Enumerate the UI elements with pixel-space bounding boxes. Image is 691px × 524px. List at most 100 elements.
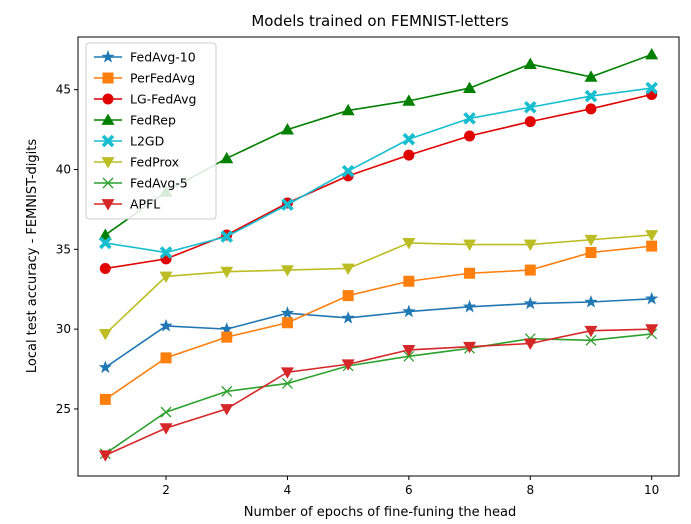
legend-label: LG-FedAvg — [130, 92, 196, 107]
data-point — [220, 404, 234, 416]
x-tick-label: 8 — [526, 483, 534, 497]
data-point — [402, 132, 416, 146]
legend-label: FedProx — [130, 155, 179, 170]
data-point — [280, 265, 294, 277]
data-point — [645, 230, 659, 242]
data-point — [98, 360, 112, 374]
data-point — [584, 70, 598, 82]
series-l2gd — [99, 81, 658, 259]
data-point — [159, 246, 173, 259]
data-point — [160, 352, 172, 364]
series-line — [104, 245, 652, 401]
data-point — [98, 228, 112, 240]
data-point — [524, 116, 536, 128]
data-point — [280, 306, 295, 319]
legend-swatch-marker — [101, 157, 115, 169]
data-point — [159, 318, 173, 332]
data-point — [220, 322, 234, 335]
series-line — [104, 328, 652, 456]
data-point — [646, 240, 658, 252]
data-point — [523, 100, 537, 114]
data-point — [341, 310, 355, 324]
data-point — [99, 262, 111, 274]
legend-label: APFL — [130, 197, 160, 212]
data-point — [99, 236, 112, 250]
data-point — [402, 238, 416, 250]
data-point — [585, 334, 597, 346]
series-fedavg-10 — [98, 291, 659, 374]
data-point — [159, 271, 173, 283]
data-point — [220, 230, 234, 243]
data-point — [524, 264, 536, 276]
data-point — [585, 247, 597, 259]
data-point — [463, 341, 477, 354]
data-point — [584, 295, 598, 308]
y-axis-label: Local test accuracy - FEMNIST-digits — [25, 139, 40, 374]
data-point — [98, 329, 112, 341]
data-point — [463, 112, 476, 125]
data-point — [220, 266, 234, 279]
x-axis: 2 4 6 8 10 — [162, 476, 659, 497]
data-point — [281, 317, 293, 329]
y-tick-label: 30 — [56, 322, 71, 336]
legend: FedAvg-10 PerFedAvg LG-FedAvg FedRep L2GD Fed… — [85, 42, 217, 220]
data-point — [462, 299, 477, 313]
data-point — [99, 393, 111, 405]
data-point — [402, 304, 416, 318]
data-point — [280, 367, 294, 379]
data-point — [341, 359, 355, 371]
data-point — [281, 198, 294, 211]
data-point — [280, 123, 294, 135]
data-point — [403, 149, 415, 161]
legend-swatch-marker — [102, 177, 114, 189]
series-line — [104, 234, 652, 335]
legend-entry: FedAvg-10 — [94, 50, 196, 65]
plot-frame — [77, 36, 680, 477]
data-point — [645, 81, 658, 95]
x-tick-label: 2 — [162, 483, 170, 497]
data-point — [523, 239, 537, 252]
data-point — [463, 239, 477, 252]
data-point — [523, 57, 537, 70]
x-tick-label: 4 — [284, 483, 292, 497]
data-point — [281, 377, 293, 389]
legend-box — [85, 42, 217, 220]
data-point — [584, 325, 598, 338]
data-point — [585, 103, 597, 115]
legend-entry: APFL — [94, 197, 160, 212]
data-point — [220, 151, 234, 164]
y-tick-label: 25 — [56, 402, 71, 416]
data-point — [463, 81, 477, 93]
legend-swatch-marker — [101, 134, 115, 148]
chart-title: Models trained on FEMNIST-letters — [251, 12, 508, 30]
x-tick-label: 6 — [405, 483, 413, 497]
x-tick-label: 10 — [644, 483, 659, 497]
legend-label: L2GD — [130, 134, 164, 149]
data-point — [523, 296, 537, 310]
legend-label: PerFedAvg — [130, 71, 195, 86]
data-point — [341, 164, 355, 178]
data-point — [402, 94, 416, 106]
legend-swatch-marker — [101, 113, 115, 125]
y-axis: 25 30 35 40 45 — [56, 83, 78, 416]
legend-entry: FedProx — [94, 155, 179, 170]
legend-swatch-marker — [101, 50, 115, 63]
data-point — [98, 450, 112, 462]
legend-swatch-marker — [101, 199, 115, 211]
data-point — [645, 48, 659, 60]
data-point — [584, 89, 598, 103]
data-point — [645, 324, 659, 336]
data-point — [523, 338, 537, 351]
y-tick-label: 35 — [56, 242, 71, 256]
legend-entry: FedAvg-5 — [94, 176, 188, 191]
y-tick-label: 40 — [56, 162, 71, 176]
data-point — [341, 103, 355, 116]
data-point — [221, 385, 233, 397]
data-point — [645, 291, 659, 305]
x-axis-label: Number of epochs of fine-funing the head — [244, 505, 517, 520]
series-apfl — [98, 324, 659, 462]
data-point — [221, 331, 233, 343]
series-line — [105, 87, 652, 254]
data-point — [403, 275, 415, 287]
